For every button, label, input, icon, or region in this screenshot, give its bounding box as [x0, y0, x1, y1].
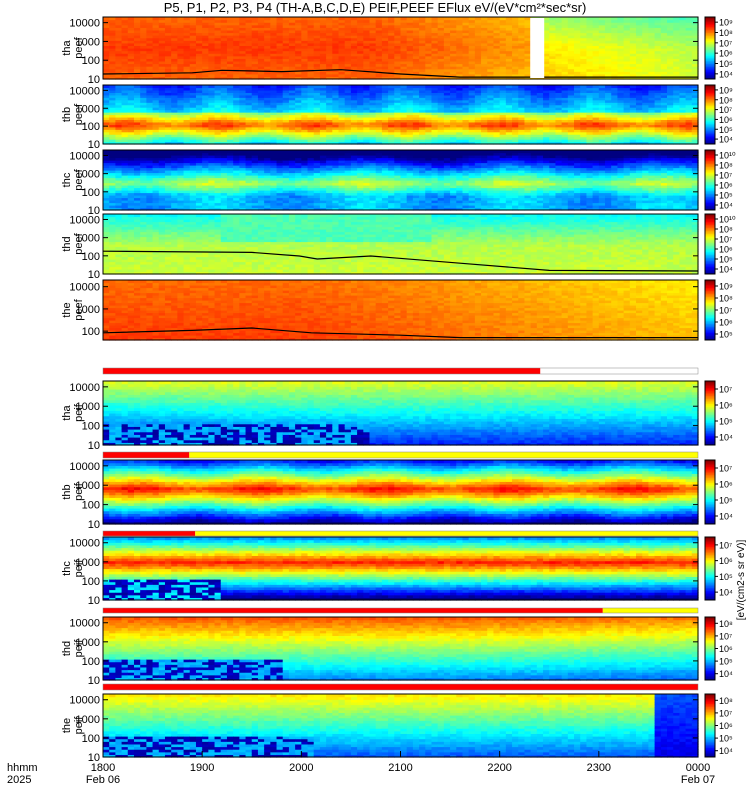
spectrogram-figure: 10100100010000tha peef10⁴10⁵10⁶10⁷10⁸10⁹1…: [0, 0, 750, 800]
